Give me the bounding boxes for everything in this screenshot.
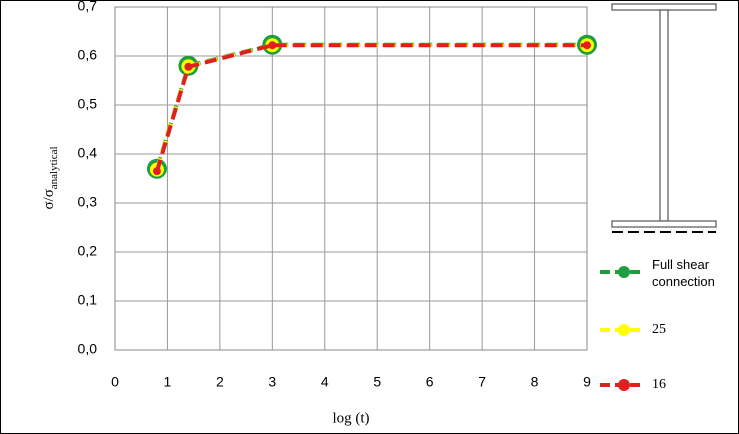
data-point — [268, 41, 277, 50]
legend-label: 16 — [652, 377, 666, 392]
y-tick-label: 0,4 — [78, 145, 98, 161]
y-tick-label: 0,2 — [78, 243, 98, 259]
x-tick-label: 0 — [111, 374, 119, 390]
series-line — [155, 43, 587, 172]
plot-border — [114, 6, 588, 351]
x-tick-label: 3 — [268, 374, 276, 390]
y-axis-label: σ/σanalytical — [41, 146, 59, 209]
series-line — [155, 42, 587, 170]
x-tick-label: 1 — [164, 374, 172, 390]
x-tick-label: 4 — [321, 374, 329, 390]
y-tick-label: 0,0 — [78, 341, 98, 357]
data-point — [583, 41, 591, 50]
y-tick-label: 0,5 — [78, 96, 98, 112]
y-axis-label-sub: analytical — [48, 146, 60, 189]
y-tick-label: 0,6 — [78, 47, 98, 63]
x-tick-label: 5 — [373, 374, 381, 390]
x-axis-label: log (t) — [332, 410, 369, 426]
legend-marker — [618, 379, 630, 391]
series-line — [155, 43, 587, 171]
data-point — [184, 62, 193, 71]
x-tick-label: 2 — [216, 374, 224, 390]
y-tick-label: 0,3 — [78, 194, 98, 210]
y-axis-label-main: σ/σ — [41, 189, 57, 209]
legend-marker — [618, 266, 630, 278]
legend-marker — [618, 324, 630, 336]
x-tick-label: 8 — [531, 374, 539, 390]
i-beam — [611, 3, 717, 228]
x-tick-label: 7 — [478, 374, 486, 390]
legend-label: Full shear connection — [652, 257, 715, 289]
data-point — [152, 167, 161, 176]
x-tick-label: 9 — [583, 374, 591, 390]
y-tick-label: 0,7 — [78, 0, 98, 14]
y-tick-label: 0,1 — [78, 292, 98, 308]
x-tick-label: 6 — [426, 374, 434, 390]
legend-label: 25 — [652, 322, 666, 337]
